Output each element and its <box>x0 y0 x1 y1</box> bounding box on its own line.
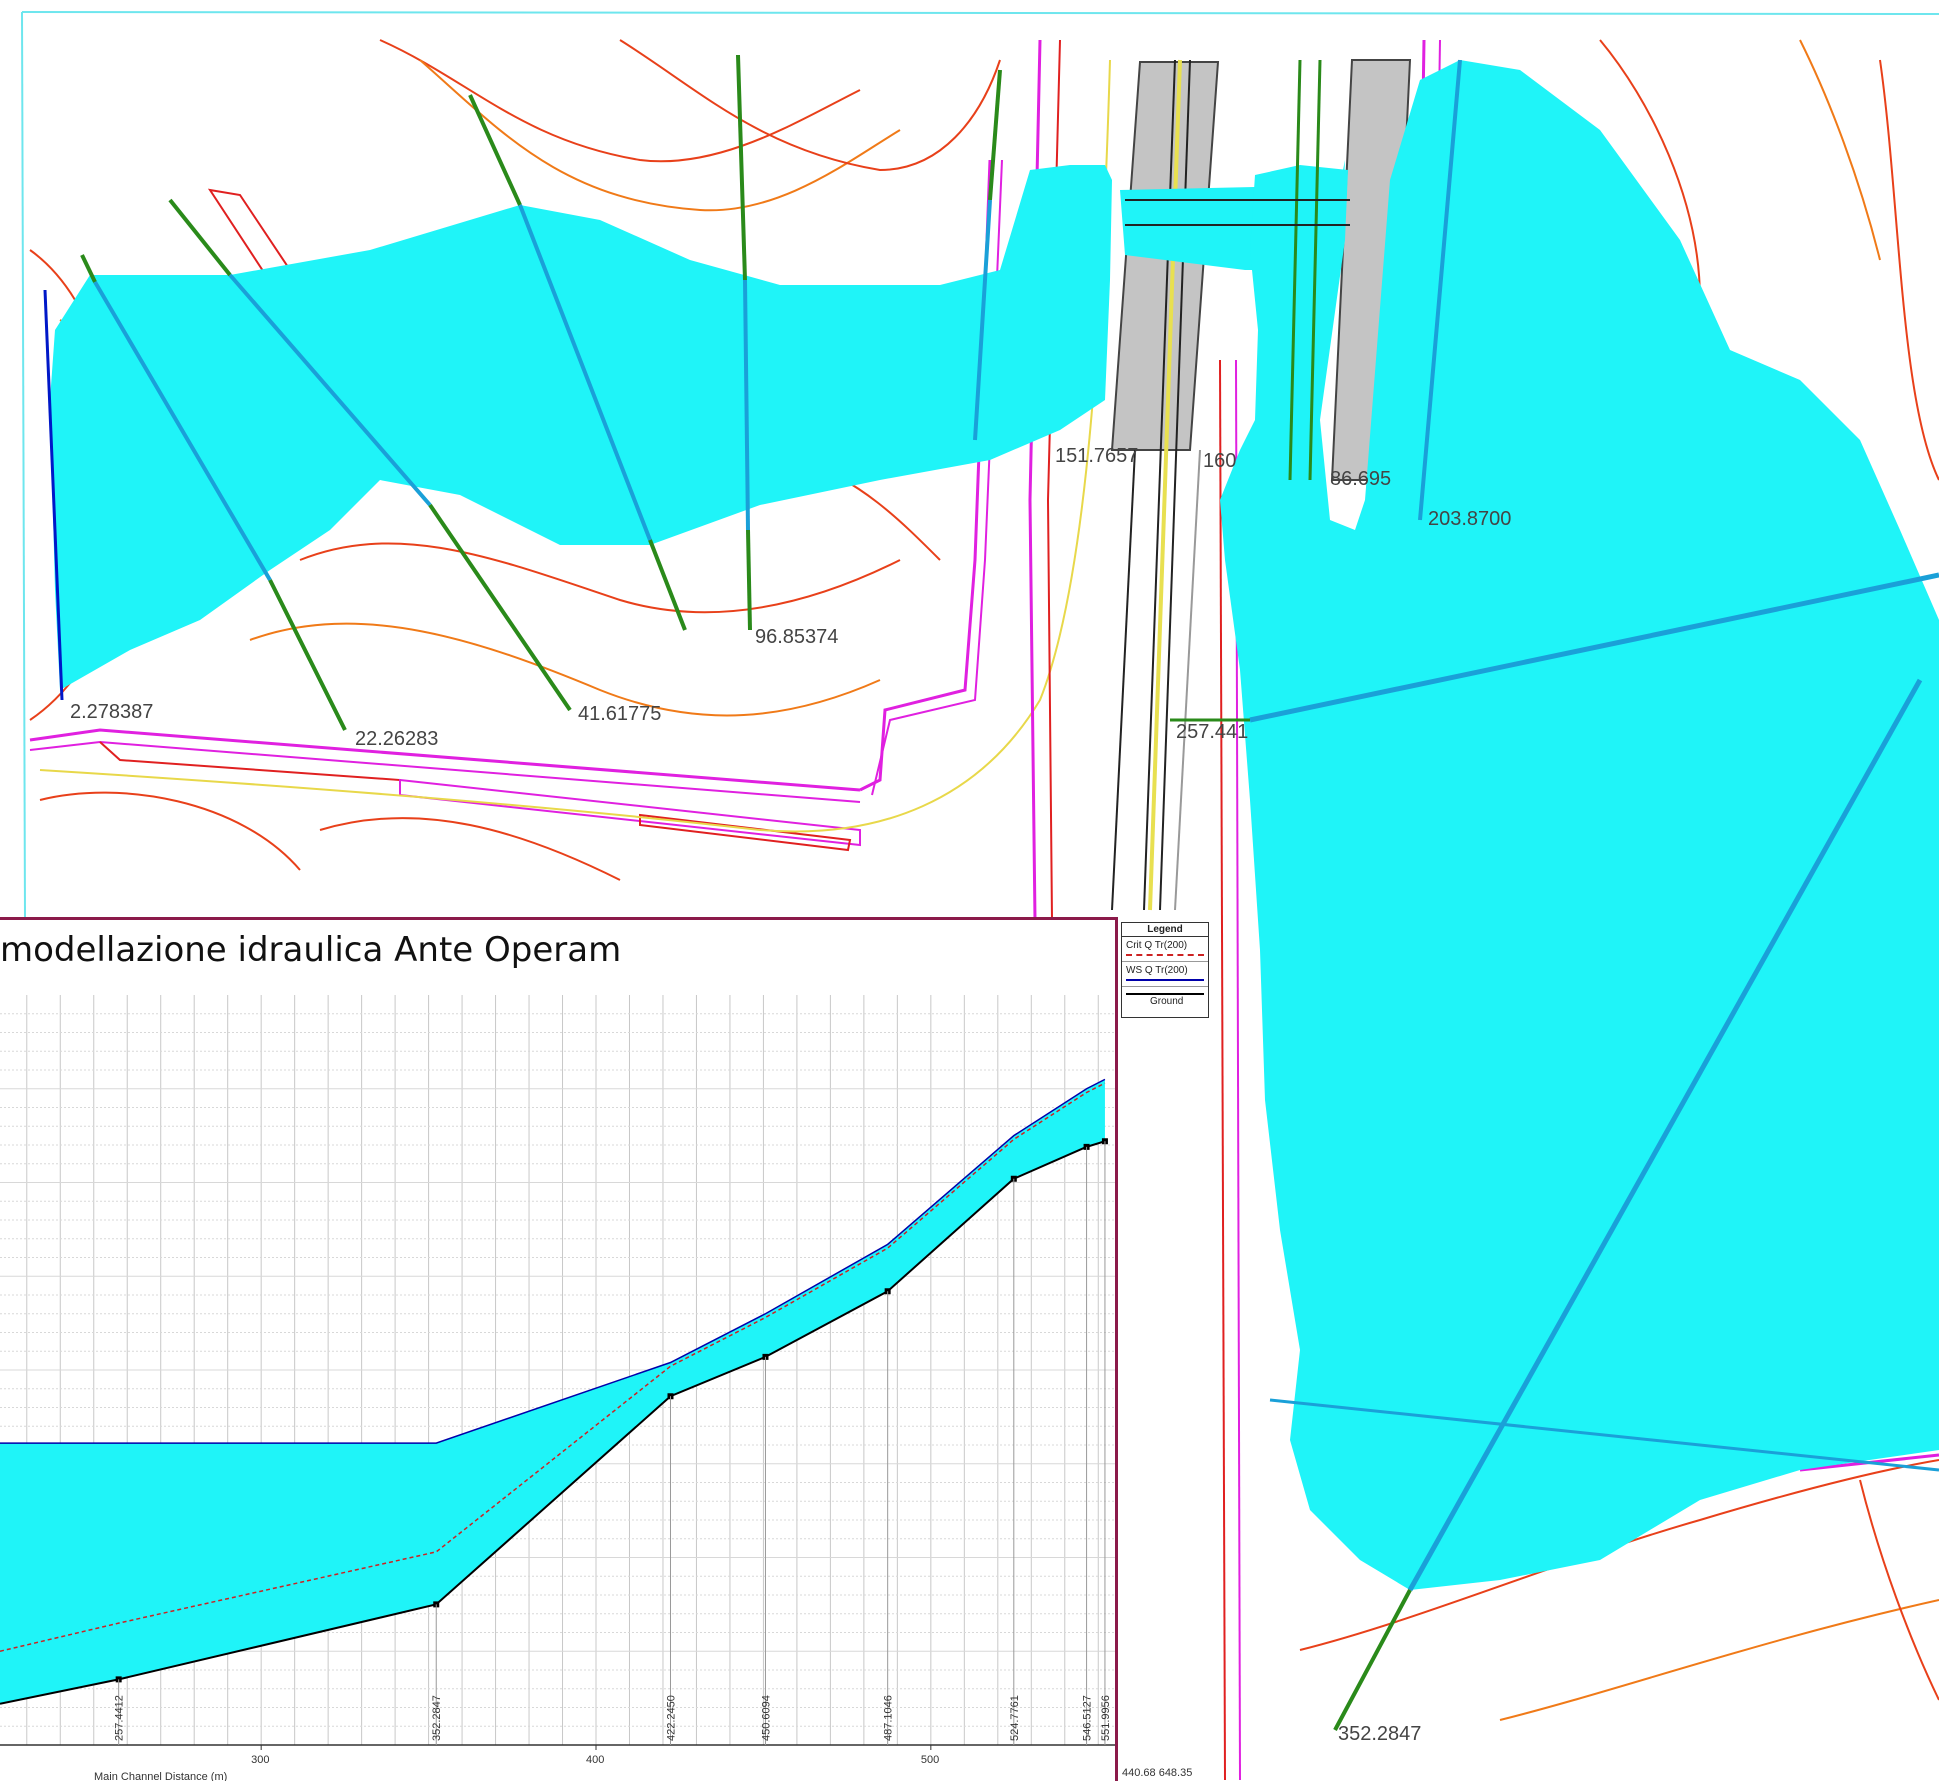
section-label-9: 257.441 <box>1176 721 1248 743</box>
corner-label-wrap: 440.68 648.35 <box>1122 1767 1192 1779</box>
profile-panel: 257.4412 352.2847 422.2450 450.6094 487.1046… <box>0 917 1118 1781</box>
chart-marks <box>115 1138 1108 1745</box>
ws-line <box>0 1078 1106 1444</box>
section-label-1: 2.278387 <box>70 701 153 723</box>
legend-item-ground: Ground <box>1122 987 1208 1011</box>
cross-sections <box>43 54 1939 1731</box>
section-label-5: 151.7657 <box>1055 445 1138 467</box>
x-tick-label: 400 <box>586 1754 604 1766</box>
x-tick-label: 500 <box>921 1754 939 1766</box>
station-label: 524.7761 <box>1009 1695 1021 1741</box>
station-label: 257.4412 <box>114 1695 126 1741</box>
section-label-10: 352.2847 <box>1338 1723 1421 1745</box>
water-area <box>0 1079 1105 1704</box>
legend-swatch-ws <box>1126 979 1204 981</box>
legend-swatch-ground <box>1126 993 1204 995</box>
section-label-6: 160 <box>1203 450 1236 472</box>
legend-swatch-crit <box>1126 954 1204 956</box>
section-labels: 2.278387 22.26283 41.61775 96.85374 151.… <box>70 445 1511 1745</box>
section-label-7: 86.695 <box>1330 468 1391 490</box>
legend-label-crit: Crit Q Tr(200) <box>1126 940 1188 951</box>
flood-extent <box>50 60 1939 1590</box>
legend-label-ground: Ground <box>1150 996 1184 1007</box>
corner-label: 440.68 648.35 <box>1122 1767 1192 1779</box>
section-label-8: 203.8700 <box>1428 508 1511 530</box>
chart-labels: 257.4412 352.2847 422.2450 450.6094 487.1046… <box>114 1695 1112 1766</box>
legend-item-crit: Crit Q Tr(200) <box>1122 937 1208 962</box>
section-label-3: 41.61775 <box>578 703 661 725</box>
legend-item-ws: WS Q Tr(200) <box>1122 962 1208 987</box>
station-label: 422.2450 <box>665 1695 677 1741</box>
x-tick-label: 300 <box>251 1754 269 1766</box>
profile-chart: 257.4412 352.2847 422.2450 450.6094 487.1046… <box>0 995 1115 1781</box>
section-label-2: 22.26283 <box>355 728 438 750</box>
station-label: 551.9956 <box>1100 1695 1112 1741</box>
station-label: 352.2847 <box>431 1695 443 1741</box>
profile-title: modellazione idraulica Ante Operam <box>0 930 622 970</box>
legend-label-ws: WS Q Tr(200) <box>1126 965 1188 976</box>
station-label: 450.6094 <box>760 1695 772 1741</box>
section-label-4: 96.85374 <box>755 626 838 648</box>
station-label: 546.5127 <box>1082 1695 1094 1741</box>
legend-title: Legend <box>1122 923 1208 937</box>
x-axis-label: Main Channel Distance (m) <box>94 1771 227 1781</box>
station-label: 487.1046 <box>883 1695 895 1741</box>
chart-areas <box>0 1079 1105 1704</box>
legend: Legend Crit Q Tr(200) WS Q Tr(200) Groun… <box>1121 922 1209 1018</box>
